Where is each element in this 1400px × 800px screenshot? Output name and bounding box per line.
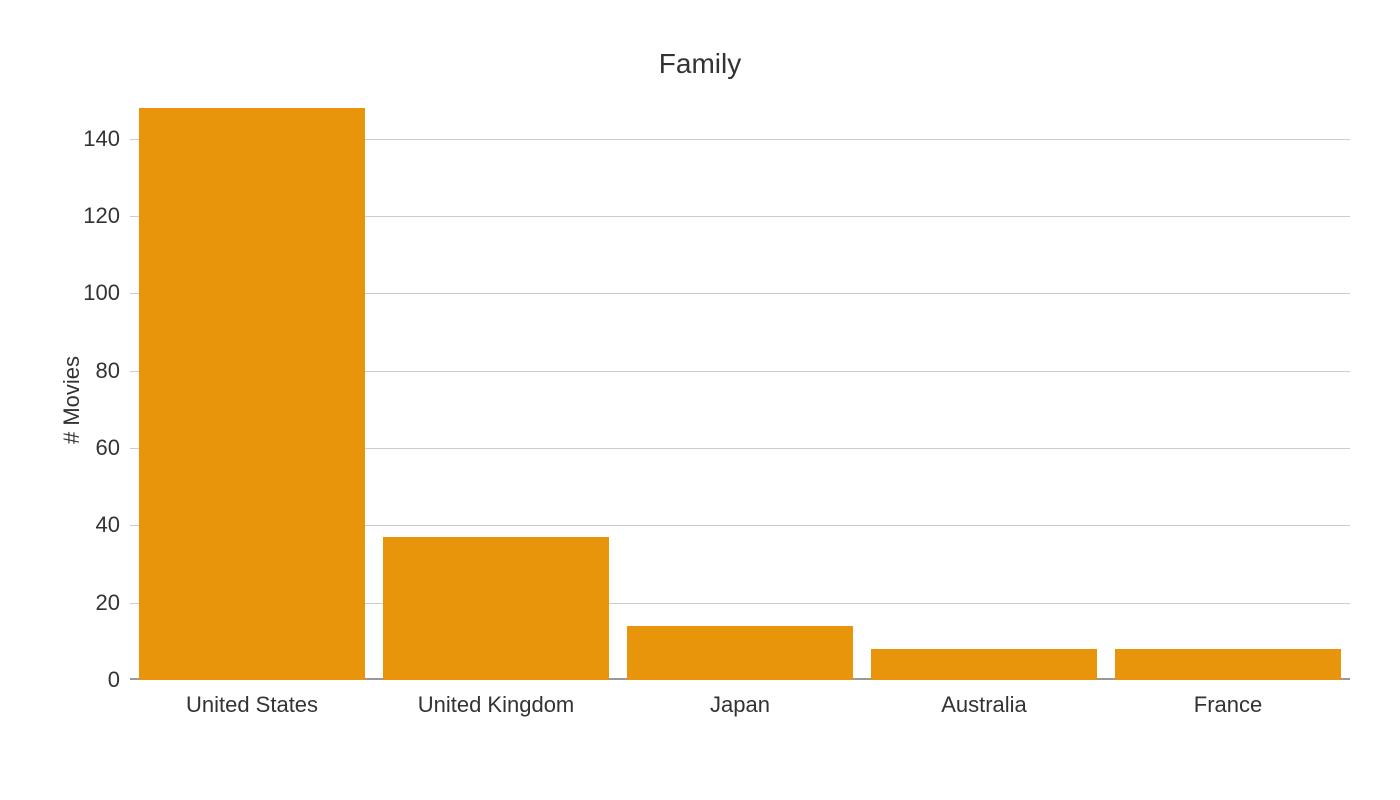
bar xyxy=(871,649,1098,680)
x-tick-label: Japan xyxy=(710,692,770,718)
y-tick-label: 40 xyxy=(60,512,120,538)
x-tick-label: France xyxy=(1194,692,1262,718)
x-tick-label: United Kingdom xyxy=(418,692,575,718)
y-tick-label: 100 xyxy=(60,280,120,306)
bar xyxy=(1115,649,1342,680)
x-tick-label: Australia xyxy=(941,692,1027,718)
y-tick-label: 140 xyxy=(60,126,120,152)
bar xyxy=(627,626,854,680)
bar xyxy=(139,108,366,680)
bar xyxy=(383,537,610,680)
y-tick-label: 60 xyxy=(60,435,120,461)
chart-title: Family xyxy=(0,48,1400,80)
plot-area xyxy=(130,100,1350,680)
chart-container: Family # Movies 020406080100120140United… xyxy=(0,0,1400,800)
y-tick-label: 0 xyxy=(60,667,120,693)
x-tick-label: United States xyxy=(186,692,318,718)
y-tick-label: 20 xyxy=(60,590,120,616)
y-tick-label: 120 xyxy=(60,203,120,229)
y-tick-label: 80 xyxy=(60,358,120,384)
